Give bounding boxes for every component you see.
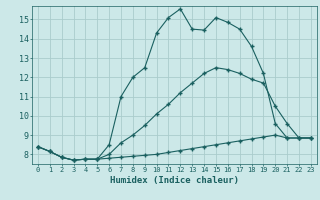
X-axis label: Humidex (Indice chaleur): Humidex (Indice chaleur) (110, 176, 239, 185)
